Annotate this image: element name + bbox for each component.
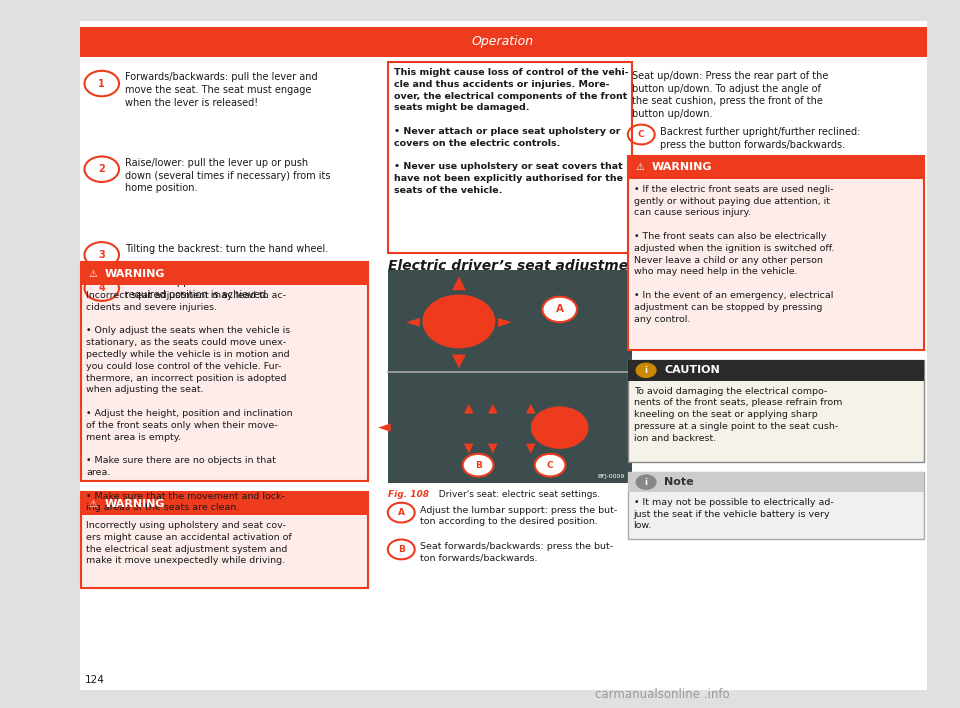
Text: A: A [556,304,564,314]
Text: ⚠: ⚠ [636,162,644,173]
Bar [81,492,368,588]
Text: Seat up/down: Press the rear part of the
button up/down. To adjust the angle of
: Seat up/down: Press the rear part of the… [632,71,828,119]
Circle shape [636,474,657,490]
Text: Note: Note [664,477,694,487]
Text: Operation: Operation [472,35,534,48]
Text: ◄: ◄ [406,312,420,331]
Text: ▲: ▲ [464,401,473,414]
Text: WARNING: WARNING [652,162,712,173]
Bar [80,21,927,690]
Text: B: B [397,545,405,554]
Text: ►: ► [498,312,512,331]
Bar [628,360,924,462]
Text: i: i [644,366,648,375]
Text: i: i [644,478,648,486]
Circle shape [535,454,565,476]
Text: B: B [474,461,482,469]
Bar [81,262,368,285]
Text: CAUTION: CAUTION [664,365,720,375]
Bar [628,472,924,539]
Text: WARNING: WARNING [105,498,165,509]
Text: ▲: ▲ [526,401,536,414]
Text: ⚠: ⚠ [88,268,97,279]
Text: • If the electric front seats are used negli-
gently or without paying due atten: • If the electric front seats are used n… [634,185,834,324]
Text: • It may not be possible to electrically ad-
just the seat if the vehicle batter: • It may not be possible to electrically… [634,498,833,530]
Text: ▼: ▼ [452,351,466,370]
Text: Forwards/backwards: pull the lever and
move the seat. The seat must engage
when : Forwards/backwards: pull the lever and m… [125,72,318,108]
Text: ▼: ▼ [464,441,473,454]
Text: Electric driver’s seat adjustment*: Electric driver’s seat adjustment* [388,259,652,273]
Text: Driver's seat: electric seat settings.: Driver's seat: electric seat settings. [433,490,600,499]
Text: BFJ-0009: BFJ-0009 [597,474,625,479]
Text: ▼: ▼ [526,441,536,454]
Text: Raise/lower: pull the lever up or push
down (several times if necessary) from it: Raise/lower: pull the lever up or push d… [125,158,330,193]
Text: ▲: ▲ [488,401,497,414]
Text: ◄: ◄ [377,418,391,437]
Text: C: C [547,461,553,469]
Text: Adjust the lumbar support: press the but-
ton according to the desired position.: Adjust the lumbar support: press the but… [420,506,617,526]
Circle shape [542,297,577,322]
Text: Lumbar support: move the lever until the
required position is achieved.: Lumbar support: move the lever until the… [125,277,327,299]
Text: Fig. 108: Fig. 108 [388,490,429,499]
Text: A: A [397,508,405,517]
Text: ►: ► [539,418,552,437]
Text: 124: 124 [84,675,105,685]
Bar [628,472,924,492]
Bar [81,492,368,515]
Text: Tilting the backrest: turn the hand wheel.: Tilting the backrest: turn the hand whee… [125,244,328,253]
Text: 2: 2 [98,164,106,174]
Text: To avoid damaging the electrical compo-
nents of the front seats, please refrain: To avoid damaging the electrical compo- … [634,387,842,442]
Text: 4: 4 [98,283,106,293]
Circle shape [422,295,495,348]
Bar [81,262,368,481]
Bar [80,27,927,57]
Bar [628,156,924,179]
Text: Backrest further upright/further reclined:
press the button forwards/backwards.: Backrest further upright/further recline… [660,127,861,150]
Text: Incorrectly using upholstery and seat cov-
ers might cause an accidental activat: Incorrectly using upholstery and seat co… [86,521,292,566]
Text: WARNING: WARNING [105,268,165,279]
Circle shape [531,406,588,449]
Text: This might cause loss of control of the vehi-
cle and thus accidents or injuries: This might cause loss of control of the … [394,68,628,195]
Circle shape [636,362,657,378]
Text: 3: 3 [98,250,106,260]
Text: ⚠: ⚠ [88,498,97,509]
Bar [388,62,632,253]
Circle shape [463,454,493,476]
Text: C: C [638,130,644,139]
Text: carmanualsonline .info: carmanualsonline .info [595,688,730,701]
Text: Incorrect seat adjustment may lead to ac-
cidents and severe injuries.

• Only a: Incorrect seat adjustment may lead to ac… [86,291,293,513]
Bar [388,270,632,483]
Text: ▼: ▼ [488,441,497,454]
Bar [628,360,924,381]
Text: Seat forwards/backwards: press the but-
ton forwards/backwards.: Seat forwards/backwards: press the but- … [420,542,613,563]
Text: ▲: ▲ [452,273,466,292]
Bar [628,156,924,350]
Text: 1: 1 [98,79,106,88]
